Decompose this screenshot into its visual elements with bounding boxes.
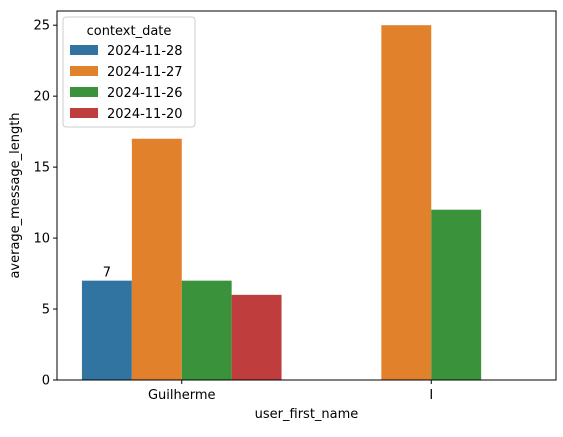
legend-item-label: 2024-11-27 — [107, 65, 183, 80]
x-tick-label: I — [429, 388, 433, 403]
y-tick-label: 20 — [33, 90, 50, 105]
y-axis-ticks: 0 5 10 15 20 25 — [33, 19, 57, 389]
legend-title: context_date — [87, 24, 172, 39]
y-tick-label: 25 — [33, 19, 50, 34]
legend-item-label: 2024-11-28 — [107, 44, 183, 59]
legend-swatch — [70, 108, 98, 118]
bar-guilherme-2024-11-27 — [131, 138, 182, 380]
bars-layer — [81, 25, 482, 380]
bar-guilherme-2024-11-20 — [231, 294, 282, 380]
y-tick-label: 0 — [42, 374, 50, 389]
legend-box — [62, 16, 196, 128]
x-tick-label: Guilherme — [148, 388, 216, 403]
y-tick-label: 10 — [33, 232, 50, 247]
y-tick-label: 5 — [42, 303, 50, 318]
data-label-0: 7 — [103, 266, 111, 281]
legend-items: 2024-11-28 2024-11-27 2024-11-26 2024-11-20 — [70, 44, 183, 122]
bar-guilherme-2024-11-28 — [81, 280, 132, 380]
bar-guilherme-2024-11-26 — [181, 280, 232, 380]
legend-item-label: 2024-11-20 — [107, 107, 183, 122]
x-axis-ticks: Guilherme I — [148, 380, 433, 403]
legend-swatch — [70, 45, 98, 55]
legend-swatch — [70, 66, 98, 76]
bar-i-2024-11-26 — [431, 209, 482, 380]
legend: context_date 2024-11-282024-11-272024-11… — [62, 16, 196, 128]
y-tick-label: 15 — [33, 161, 50, 176]
plot-frame — [56, 10, 557, 381]
y-axis-label: average_message_length — [8, 112, 23, 278]
legend-item-label: 2024-11-26 — [107, 86, 183, 101]
legend-swatch — [70, 87, 98, 97]
x-axis-label: user_first_name — [255, 407, 359, 422]
data-labels-layer: 7 — [103, 266, 111, 281]
bar-i-2024-11-27 — [381, 25, 432, 380]
